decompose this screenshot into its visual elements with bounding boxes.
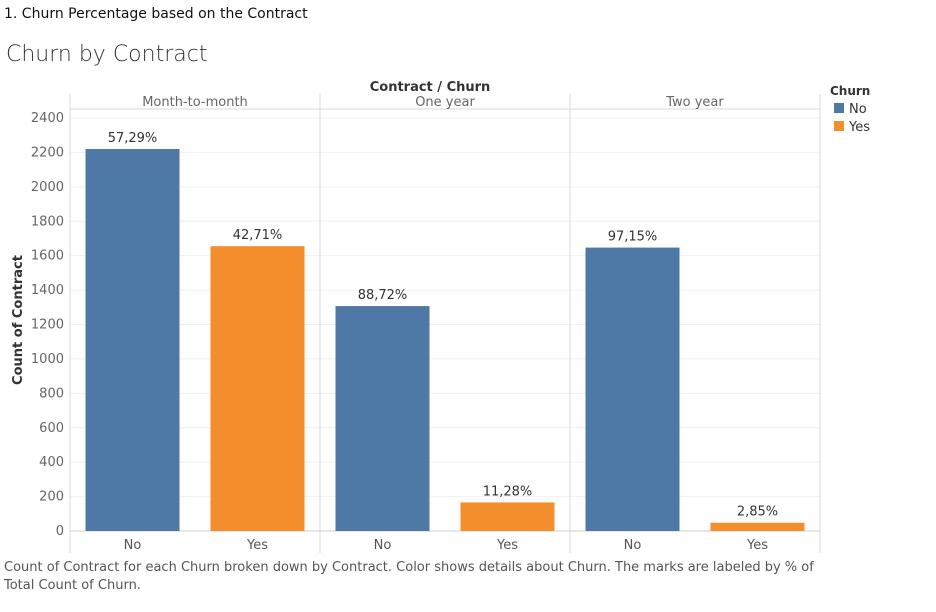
group-header-label: One year [415,95,475,110]
x-category-label: No [374,538,392,553]
y-tick-label: 200 [39,490,64,505]
group-header-label: Two year [665,95,724,110]
y-tick-label: 1400 [31,283,64,298]
bar-yes [210,246,305,531]
y-tick-label: 800 [39,386,64,401]
bar-no [585,247,680,532]
x-category-label: Yes [246,538,268,553]
x-category-label: No [624,538,642,553]
y-tick-label: 1800 [31,214,64,229]
bar-no [85,148,180,531]
bar-value-label: 2,85% [737,505,778,520]
bar-value-label: 97,15% [608,230,658,245]
y-tick-label: 400 [39,455,64,470]
bar-yes [460,502,555,531]
y-axis-label: Count of Contract [11,255,26,385]
bar-value-label: 11,28% [483,484,533,499]
y-tick-label: 2000 [31,180,64,195]
y-tick-label: 1600 [31,249,64,264]
legend-title: Churn [830,84,870,98]
x-category-label: No [124,538,142,553]
bar-yes [710,522,805,531]
y-tick-label: 0 [56,524,64,539]
section-heading: 1. Churn Percentage based on the Contrac… [4,6,308,22]
y-tick-label: 600 [39,421,64,436]
y-tick-label: 2200 [31,145,64,160]
bar-value-label: 42,71% [233,228,283,243]
legend-swatch-yes [834,121,844,131]
chart-caption: Count of Contract for each Churn broken … [4,560,814,593]
group-header-label: Month-to-month [142,95,248,110]
x-category-label: Yes [496,538,518,553]
header-title: Contract / Churn [370,80,491,95]
legend-label: No [849,102,867,117]
y-tick-label: 1000 [31,352,64,367]
legend-swatch-no [834,103,844,113]
y-tick-label: 1200 [31,318,64,333]
x-category-label: Yes [746,538,768,553]
bar-value-label: 57,29% [108,131,158,146]
bar-value-label: 88,72% [358,288,408,303]
legend-label: Yes [848,120,870,135]
bar-no [335,306,430,531]
y-tick-label: 2400 [31,111,64,126]
chart-title: Churn by Contract [6,42,208,67]
